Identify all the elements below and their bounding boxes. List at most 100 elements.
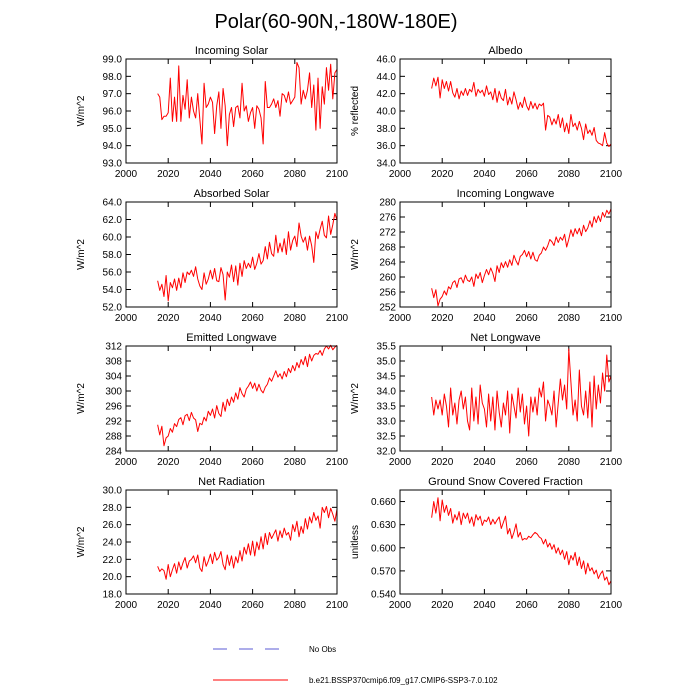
y-axis-label: W/m^2 (76, 526, 87, 557)
x-tick-label: 2020 (157, 600, 180, 611)
y-axis-label: W/m^2 (350, 239, 361, 270)
x-tick-label: 2000 (389, 169, 412, 180)
x-tick-label: 2060 (241, 457, 264, 468)
x-tick-label: 2060 (241, 600, 264, 611)
chart-panel: Net Radiation 18.0 20.0 22.0 24.0 26.0 28.0 30.… (76, 476, 349, 611)
y-tick-label: 62.0 (103, 215, 123, 226)
y-tick-label: 35.5 (377, 342, 397, 353)
y-tick-label: 260 (379, 273, 396, 284)
y-tick-label: 33.5 (377, 402, 397, 413)
chart-panel: Net Longwave 32.0 32.5 33.0 33.5 34.0 34.5 35.0… (350, 332, 623, 468)
chart-panel: Incoming Longwave 252 256 260 264 268 272 276 28… (350, 188, 623, 324)
y-tick-label: 98.0 (103, 72, 123, 83)
plot-frame (125, 201, 338, 308)
x-tick-label: 2100 (600, 600, 623, 611)
y-tick-label: 26.0 (103, 520, 123, 531)
y-tick-label: 34.0 (377, 159, 397, 170)
x-tick-label: 2060 (515, 600, 538, 611)
panel-title: Net Radiation (198, 476, 265, 488)
y-tick-label: 94.0 (103, 141, 123, 152)
x-tick-label: 2000 (115, 169, 138, 180)
y-tick-label: 308 (105, 357, 122, 368)
series-line (157, 212, 338, 302)
x-tick-label: 2080 (284, 169, 307, 180)
panel-title: Incoming Solar (195, 45, 269, 57)
y-tick-label: 33.0 (377, 417, 397, 428)
x-tick-label: 2040 (199, 169, 222, 180)
x-tick-label: 2000 (115, 313, 138, 324)
series-line (157, 344, 338, 447)
chart-panels: Incoming Solar 93.0 94.0 95.0 96.0 97.0 98.0 99… (76, 45, 623, 611)
x-tick-label: 2080 (558, 169, 581, 180)
x-tick-label: 2020 (157, 457, 180, 468)
x-tick-label: 2040 (199, 600, 222, 611)
y-axis-label: W/m^2 (76, 239, 87, 270)
x-tick-label: 2080 (558, 600, 581, 611)
series-line (431, 497, 612, 586)
panel-title: Ground Snow Covered Fraction (428, 476, 583, 488)
plot-frame (399, 345, 612, 452)
y-tick-label: 252 (379, 303, 396, 314)
y-tick-label: 36.0 (377, 141, 397, 152)
x-tick-label: 2060 (241, 313, 264, 324)
x-tick-label: 2100 (326, 600, 349, 611)
y-tick-label: 52.0 (103, 303, 123, 314)
panel-title: Emitted Longwave (186, 332, 277, 344)
y-tick-label: 0.600 (371, 543, 396, 554)
x-tick-label: 2040 (473, 313, 496, 324)
y-tick-label: 30.0 (103, 486, 123, 497)
x-tick-label: 2100 (600, 457, 623, 468)
x-tick-label: 2100 (326, 169, 349, 180)
y-tick-label: 42.0 (377, 89, 397, 100)
legend: No Obs b.e21.BSSP370cmip6.f09_g17.CMIP6-… (213, 645, 498, 685)
panel-title: Net Longwave (470, 332, 540, 344)
y-axis-label: W/m^2 (76, 383, 87, 414)
plot-frame (125, 345, 338, 452)
y-tick-label: 256 (379, 288, 396, 299)
y-tick-label: 58.0 (103, 250, 123, 261)
panel-title: Incoming Longwave (457, 188, 555, 200)
y-tick-label: 264 (379, 258, 396, 269)
x-tick-label: 2080 (284, 457, 307, 468)
legend-model-label: b.e21.BSSP370cmip6.f09_g17.CMIP6-SSP3-7.… (309, 676, 498, 685)
y-tick-label: 0.660 (371, 497, 396, 508)
y-tick-label: 0.630 (371, 520, 396, 531)
chart-panel: Incoming Solar 93.0 94.0 95.0 96.0 97.0 98.0 99… (76, 45, 349, 180)
chart-panel: Ground Snow Covered Fraction 0.540 0.570 0.… (350, 476, 623, 611)
y-tick-label: 97.0 (103, 89, 123, 100)
legend-obs-label: No Obs (309, 645, 336, 654)
plot-frame (125, 489, 338, 595)
y-tick-label: 32.0 (377, 447, 397, 458)
y-axis-label: W/m^2 (350, 383, 361, 414)
y-tick-label: 292 (105, 417, 122, 428)
y-tick-label: 18.0 (103, 590, 123, 601)
plot-frame (399, 58, 612, 164)
y-tick-label: 24.0 (103, 538, 123, 549)
y-tick-label: 0.570 (371, 566, 396, 577)
series-line (157, 61, 338, 147)
y-tick-label: 304 (105, 372, 122, 383)
x-tick-label: 2100 (326, 457, 349, 468)
y-tick-label: 272 (379, 228, 396, 239)
x-tick-label: 2020 (157, 313, 180, 324)
y-tick-label: 312 (105, 342, 122, 353)
plot-frame (399, 489, 612, 595)
x-tick-label: 2040 (473, 600, 496, 611)
x-tick-label: 2020 (157, 169, 180, 180)
y-tick-label: 28.0 (103, 503, 123, 514)
y-tick-label: 96.0 (103, 107, 123, 118)
y-tick-label: 284 (105, 447, 122, 458)
y-axis-label: W/m^2 (76, 95, 87, 126)
x-tick-label: 2080 (558, 457, 581, 468)
y-tick-label: 35.0 (377, 357, 397, 368)
x-tick-label: 2040 (199, 313, 222, 324)
series-line (431, 76, 612, 148)
y-tick-label: 296 (105, 402, 122, 413)
chart-panel: Emitted Longwave 284 288 292 296 300 304 308 312… (76, 332, 349, 468)
x-tick-label: 2000 (389, 600, 412, 611)
plot-frame (399, 201, 612, 308)
y-tick-label: 60.0 (103, 233, 123, 244)
x-tick-label: 2000 (115, 457, 138, 468)
y-tick-label: 38.0 (377, 124, 397, 135)
x-tick-label: 2020 (431, 457, 454, 468)
